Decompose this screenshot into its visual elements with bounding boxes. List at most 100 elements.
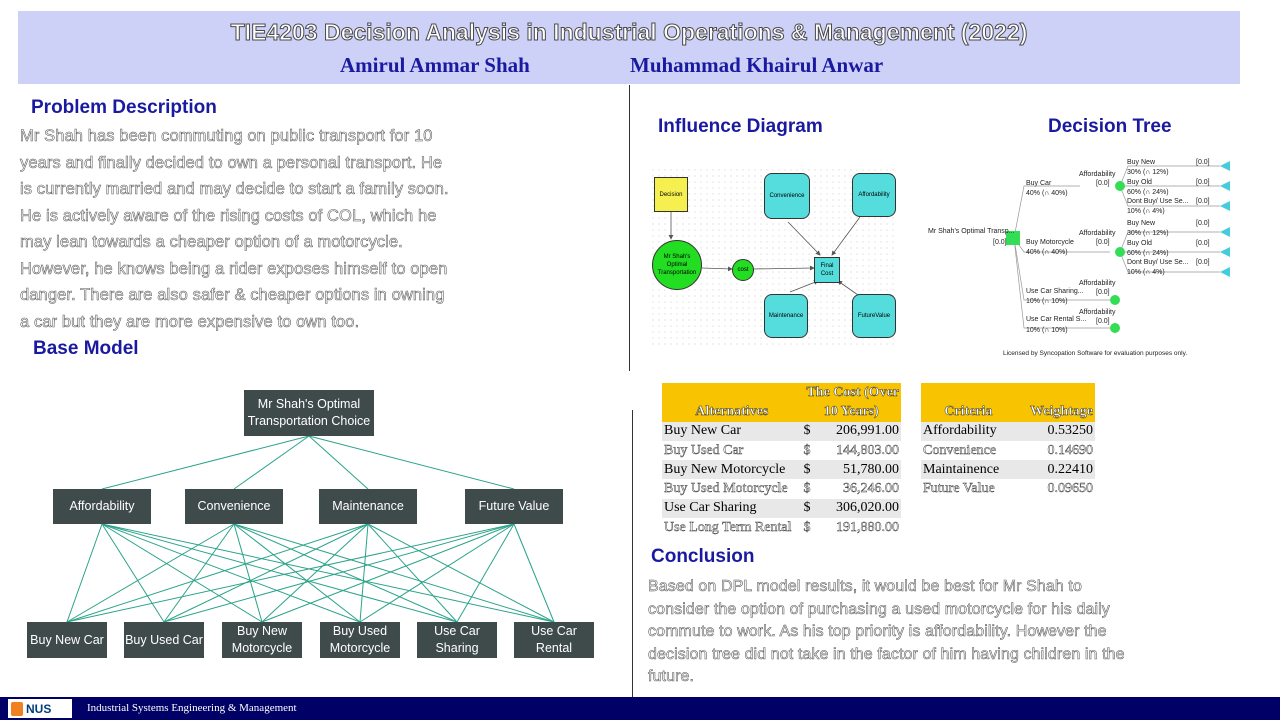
problem-line: However, he knows being a rider exposes … xyxy=(20,259,448,278)
tree-branch-prob: 10% (∩ 10%) xyxy=(1026,298,1068,305)
tree-branch-prob: 40% (∩ 40%) xyxy=(1026,249,1068,256)
currency-symbol: $ xyxy=(803,481,811,497)
influence-final-cost-node: Final Cost xyxy=(814,257,840,283)
weight-value: 0.14690 xyxy=(1047,442,1093,458)
weight-name: Maintainence xyxy=(921,460,1016,480)
criterion-alternative-link xyxy=(163,523,235,623)
criterion-alternative-link xyxy=(233,523,458,623)
author-1: Amirul Ammar Shah xyxy=(340,53,530,77)
tree-chance-label: Affordability xyxy=(1079,171,1116,178)
criterion-alternative-link xyxy=(163,523,369,623)
cost-value: 144,803.00 xyxy=(836,442,899,458)
influence-arrows xyxy=(668,212,861,296)
tree-branch-prob: 40% (∩ 40%) xyxy=(1026,190,1068,197)
conclusion-line: future. xyxy=(648,668,695,686)
divider-bottom xyxy=(632,410,633,697)
problem-line: years and finally decided to own a perso… xyxy=(20,153,443,172)
criterion-alternative-link xyxy=(101,523,263,623)
alt-label: Use Car xyxy=(434,624,480,638)
tree-root-label: Mr Shah's Optimal Transp... xyxy=(928,228,1015,235)
problem-heading: Problem Description xyxy=(31,97,217,118)
choice-line: Optimal xyxy=(666,262,688,268)
tree-chance-label: Affordability xyxy=(1079,309,1116,316)
alt-buy-new-motorcycle: Buy New Motorcycle xyxy=(222,622,302,658)
tree-leaf-value: [0.0] xyxy=(1196,159,1210,166)
alt-buy-used-motorcycle: Buy Used Motorcycle xyxy=(320,622,400,658)
problem-line: may lean towards a cheaper option of a m… xyxy=(20,233,403,252)
influence-choice-node: Mr Shah's Optimal Transportation xyxy=(652,240,702,290)
tree-branch-label: Buy Motorcycle xyxy=(1026,239,1074,246)
tree-chance-value: [0.0] xyxy=(1096,239,1110,246)
tree-leaf-value: [0.0] xyxy=(1196,179,1210,186)
cost-name: Use Car Sharing xyxy=(662,498,798,519)
influence-maintenance-node: Maintenance xyxy=(764,294,808,338)
nus-logo: NUS xyxy=(8,699,72,718)
decision-tree-lines xyxy=(1006,161,1230,333)
root-line: Transportation Choice xyxy=(247,414,371,428)
criterion-alternative-link xyxy=(359,523,369,623)
base-model-root: Mr Shah's Optimal Transportation Choice xyxy=(244,390,374,436)
cost-name: Buy New Motorcycle xyxy=(662,460,798,480)
choice-line: Transportation xyxy=(657,270,697,276)
final-line: Cost xyxy=(820,271,834,277)
weight-name: Future Value xyxy=(923,481,995,497)
criterion-alternative-link xyxy=(359,523,515,623)
cost-name: Buy Used Motorcycle xyxy=(664,481,788,497)
criterion-alternative-link xyxy=(163,523,515,623)
criterion-alternative-link xyxy=(101,523,361,623)
table-row: Convenience 0.14690 xyxy=(921,441,1095,460)
cost-value: 206,991.00 xyxy=(815,421,901,441)
root-criterion-link xyxy=(308,435,369,490)
tree-heading: Decision Tree xyxy=(1048,116,1172,137)
author-2: Muhammad Khairul Anwar xyxy=(630,53,884,77)
criterion-alternative-link xyxy=(233,523,263,623)
footer-text: Industrial Systems Engineering & Managem… xyxy=(87,702,297,714)
weight-value: 0.22410 xyxy=(1015,460,1095,480)
table-row: Use Long Term Rental $191,880.00 xyxy=(662,518,901,537)
criterion-maintenance: Maintenance xyxy=(319,489,417,524)
cost-header: The Cost (Over xyxy=(801,383,901,403)
criterion-alternative-link xyxy=(513,523,555,623)
tree-leaf-label: Buy Old xyxy=(1127,240,1152,247)
tree-branch-prob: 10% (∩ 10%) xyxy=(1026,327,1068,334)
final-line: Final xyxy=(820,263,834,269)
criterion-alternative-link xyxy=(101,523,458,623)
alt-label: Use Car xyxy=(531,624,577,638)
alt-use-car-rental: Use Car Rental xyxy=(514,622,594,658)
influence-future-node: FutureValue xyxy=(852,294,896,338)
tree-leaf-prob: 60% (∩ 24%) xyxy=(1127,189,1169,196)
conclusion-line: Based on DPL model results, it would be … xyxy=(648,578,1082,596)
nus-logo-text: NUS xyxy=(26,701,52,716)
root-criterion-link xyxy=(233,435,310,490)
criterion-alternative-link xyxy=(233,523,555,623)
root-criterion-link xyxy=(101,435,310,490)
alt-label: Rental xyxy=(535,641,573,655)
cost-name: Buy New Car xyxy=(662,421,798,441)
table-row: Buy New Car $206,991.00 xyxy=(662,421,901,441)
tree-leaf-prob: 30% (∩ 12%) xyxy=(1127,169,1169,176)
weight-value: 0.09650 xyxy=(1047,481,1093,497)
problem-line: Mr Shah has been commuting on public tra… xyxy=(20,127,433,146)
tree-leaf-prob: 30% (∩ 12%) xyxy=(1127,230,1169,237)
criterion-future-value: Future Value xyxy=(465,489,563,524)
weight-value: 0.53250 xyxy=(1015,421,1095,441)
tree-leaf-label: Dont Buy/ Use Se... xyxy=(1127,198,1189,205)
cost-value: 191,880.00 xyxy=(836,519,899,535)
poster-title: TIE4203 Decision Analysis in Industrial … xyxy=(230,19,1028,46)
tree-branch-label: Buy Car xyxy=(1026,180,1052,187)
criterion-alternative-link xyxy=(101,523,555,623)
table-row: Maintainence 0.22410 xyxy=(921,460,1095,480)
tree-leaf-value: [0.0] xyxy=(1196,240,1210,247)
alt-label: Buy New Car xyxy=(30,632,104,647)
tree-branch-label: Use Car Sharing... xyxy=(1026,288,1084,295)
tree-leaf-label: Dont Buy/ Use Se... xyxy=(1127,259,1189,266)
alt-label: Buy Used Car xyxy=(125,632,203,647)
conclusion-heading: Conclusion xyxy=(651,546,755,567)
weight-header: Weightage xyxy=(1015,402,1095,422)
criterion-alternative-link xyxy=(367,523,458,623)
tree-leaf-label: Buy New xyxy=(1127,220,1156,227)
criterion-alternative-link xyxy=(66,523,515,623)
criterion-alternative-link xyxy=(66,523,235,623)
weight-name: Affordability xyxy=(921,421,1016,441)
root-line: Mr Shah's Optimal xyxy=(257,397,361,411)
